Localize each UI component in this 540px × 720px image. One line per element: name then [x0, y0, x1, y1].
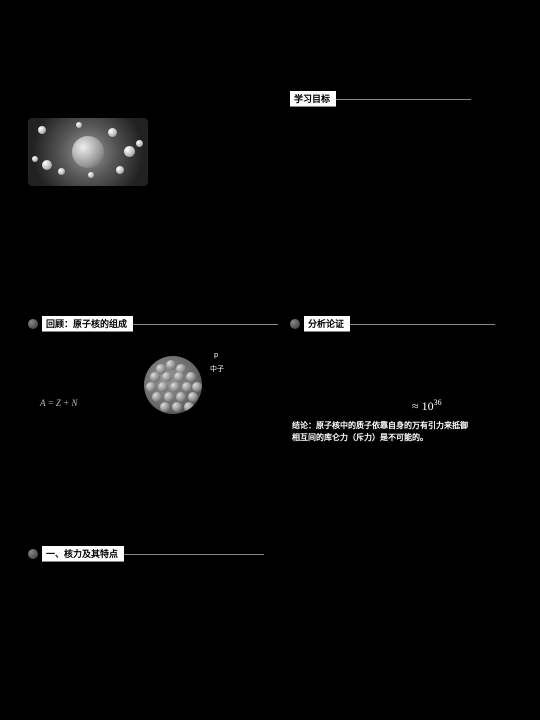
header-line	[350, 324, 495, 325]
section-header-nuclear: 一、核力及其特点	[28, 545, 264, 563]
conclusion-box: 结论：原子核中的质子依靠自身的万有引力来抵御 相互间的库仑力（斥力）是不可能的。	[292, 420, 502, 444]
header-label: 学习目标	[290, 91, 336, 107]
nucleus-diagram: p 中子	[140, 350, 210, 418]
conclusion-line1: 结论：原子核中的质子依靠自身的万有引力来抵御	[292, 420, 502, 432]
header-label: 回顾：原子核的组成	[42, 316, 133, 332]
ratio-value: ≈ 1036	[412, 398, 442, 414]
section-dot-icon	[290, 319, 300, 329]
section-header-analysis: 分析论证	[290, 315, 495, 333]
header-label: 一、核力及其特点	[42, 546, 124, 562]
header-label: 分析论证	[304, 316, 350, 332]
header-line	[336, 99, 471, 100]
section-dot-icon	[28, 319, 38, 329]
atom-image	[28, 118, 148, 186]
proton-label: p	[214, 352, 218, 359]
section-header-review: 回顾：原子核的组成	[28, 315, 278, 333]
section-header-objectives: 学习目标	[290, 90, 471, 108]
header-line	[133, 324, 278, 325]
section-dot-icon	[28, 549, 38, 559]
formula-text: A = Z + N	[40, 398, 78, 408]
conclusion-line2: 相互间的库仑力（斥力）是不可能的。	[292, 432, 502, 444]
neutron-label: 中子	[210, 364, 224, 374]
ratio-exponent: 36	[434, 398, 442, 407]
ratio-approx: ≈ 10	[412, 399, 434, 413]
header-line	[124, 554, 264, 555]
